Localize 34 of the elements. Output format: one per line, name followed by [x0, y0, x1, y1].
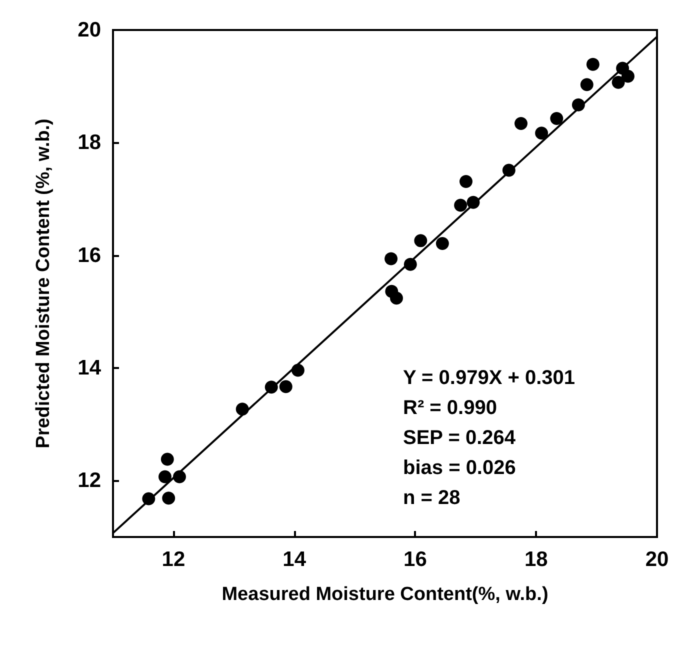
- x-tick-label: 16: [404, 548, 427, 571]
- annotation: n = 28: [403, 487, 460, 509]
- annotation: SEP = 0.264: [403, 427, 516, 449]
- y-tick-label: 12: [78, 469, 101, 492]
- point: [414, 234, 428, 248]
- point: [436, 237, 449, 250]
- point: [162, 492, 176, 505]
- annotation: R² = 0.990: [403, 397, 497, 419]
- point: [279, 380, 292, 394]
- point: [622, 70, 634, 83]
- point: [460, 175, 472, 188]
- point: [390, 292, 403, 305]
- x-tick-label: 12: [162, 548, 186, 571]
- y-axis-title: Predicted Moisture Content (%, w.b.): [33, 118, 54, 448]
- annotation: bias = 0.026: [403, 457, 516, 479]
- y-tick-label: 20: [78, 18, 101, 42]
- point: [158, 470, 172, 484]
- x-tick-label: 20: [645, 548, 669, 571]
- y-tick-label: 16: [78, 244, 101, 267]
- y-tick-label: 14: [78, 356, 102, 380]
- point: [384, 252, 398, 266]
- x-axis-title: Measured Moisture Content(%, w.b.): [222, 584, 548, 605]
- y-tick-label: 18: [78, 131, 102, 154]
- point: [454, 198, 468, 212]
- point: [535, 126, 548, 140]
- point: [160, 452, 174, 466]
- point: [586, 58, 600, 71]
- point: [514, 117, 528, 130]
- point: [580, 78, 594, 92]
- point: [612, 76, 625, 89]
- point: [550, 112, 564, 125]
- annotation: Y = 0.979X + 0.301: [403, 367, 576, 389]
- x-tick-label: 18: [524, 548, 548, 571]
- x-tick-label: 14: [282, 548, 306, 571]
